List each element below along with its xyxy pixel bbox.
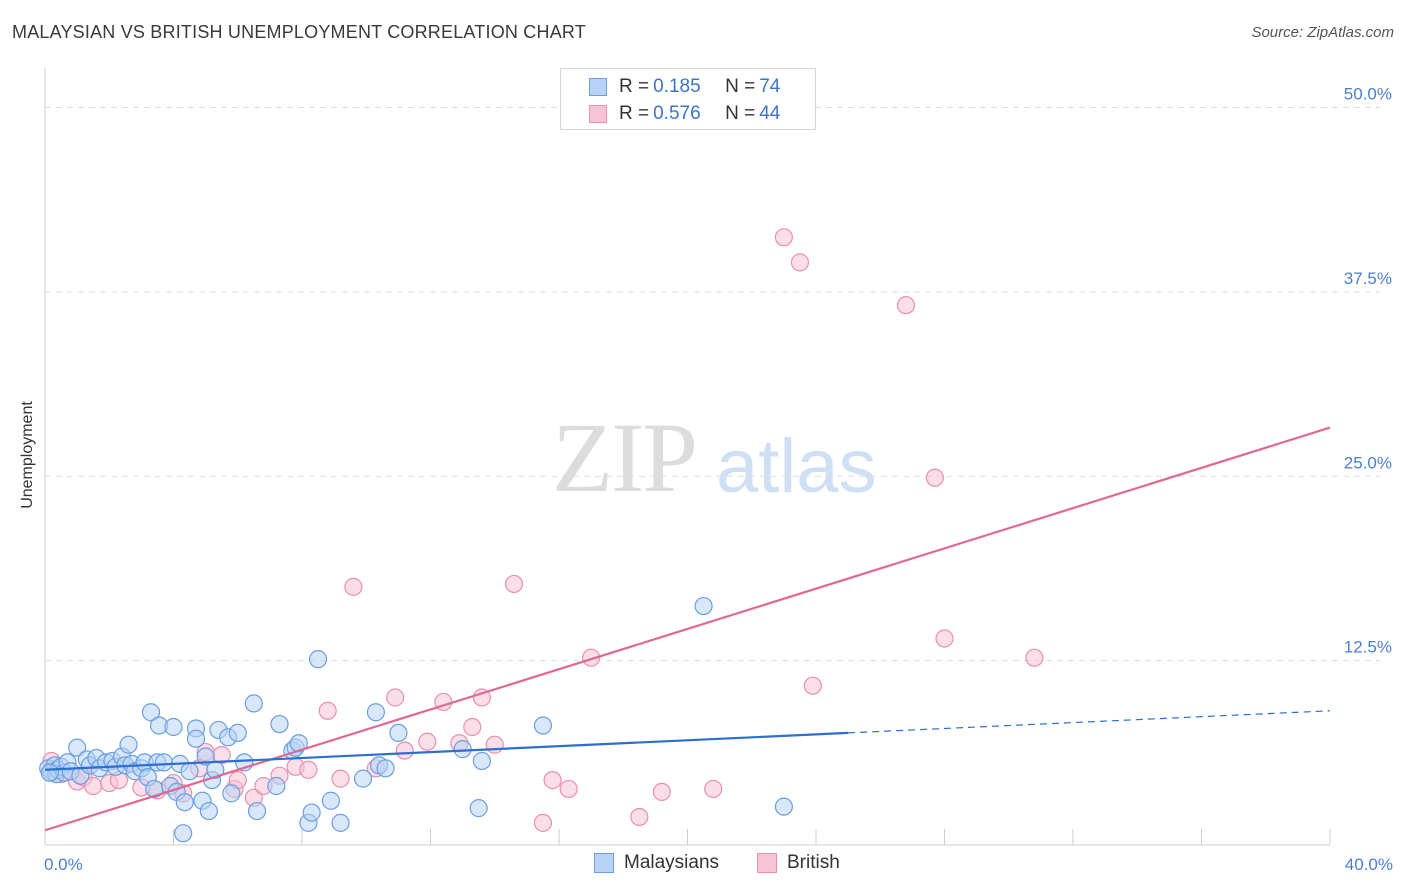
y-tick-label: 12.5% [1344,638,1392,657]
british-legend-swatch [757,853,777,873]
malaysians-legend-label: Malaysians [624,852,720,873]
x-tick-label: 40.0% [1345,855,1393,874]
british-point [418,732,437,751]
malaysians-point [68,738,87,757]
british-legend-label: British [787,852,840,873]
british-point [790,253,810,272]
legend-item-british[interactable]: British [757,852,840,874]
watermark-zip: ZIP [552,402,698,513]
british-point [582,648,601,667]
malaysians-point [175,793,194,812]
british-point [925,468,944,487]
malaysians-point [199,801,218,821]
malaysians-point [453,740,472,759]
malaysians-point [244,694,263,713]
series-legend: Malaysians British [0,852,1406,876]
british-point [559,779,578,799]
source-credit: Source: ZipAtlas.com [1251,24,1394,41]
legend-item-malaysians[interactable]: Malaysians [594,852,719,874]
british-point [533,813,553,832]
british-point [504,574,524,594]
malaysians-n-label: N = [725,76,756,97]
malaysians-point [186,729,206,748]
chart-title: MALAYSIAN VS BRITISH UNEMPLOYMENT CORREL… [12,22,586,42]
legend-row-british: R = 0.576 N = 44 [589,102,780,126]
british-point [386,688,405,707]
british-point [1025,648,1044,667]
malaysians-r-label: R = [619,76,650,97]
malaysians-point [141,703,161,722]
malaysians-point [40,763,59,782]
watermark-atlas: atlas [716,424,877,509]
british-point [344,577,363,596]
british-point [774,228,793,247]
malaysians-point [228,723,247,743]
malaysians-n-value: 74 [759,76,781,97]
british-r-label: R = [619,103,650,124]
malaysians-point [389,723,408,743]
x-tick-label: 0.0% [44,855,83,874]
british-n-value: 44 [759,103,781,124]
malaysians-point [119,735,138,754]
british-point [652,782,671,802]
malaysians-point [164,717,183,737]
british-point [803,676,822,695]
malaysians-point [270,714,289,734]
malaysians-swatch [589,78,607,96]
british-point [299,760,318,779]
british-point [543,770,562,790]
british-trend-line [44,426,1331,832]
british-point [318,701,337,720]
malaysians-trend-line [44,731,849,771]
correlation-legend: R = 0.185 N = 74 R = 0.576 N = 44 [560,68,816,130]
british-n-label: N = [725,103,756,124]
british-r-value: 0.576 [653,103,701,124]
y-tick-label: 50.0% [1344,85,1392,104]
malaysians-point [267,776,286,796]
malaysians-point [533,716,553,735]
malaysians-point [174,824,193,843]
british-point [485,735,504,754]
malaysians-trend-extension [848,710,1331,734]
malaysians-point [154,753,173,772]
malaysians-point [376,759,395,778]
british-point [704,779,723,799]
british-point [395,741,414,760]
malaysians-point [308,650,328,669]
malaysians-point [321,791,341,810]
british-swatch [589,105,607,123]
british-point [472,688,491,707]
british-point [331,769,350,788]
malaysians-point [472,751,491,771]
british-point [463,717,482,737]
british-point [896,296,916,315]
y-tick-label: 25.0% [1344,453,1392,472]
british-point [935,629,954,648]
malaysians-legend-swatch [594,853,614,873]
malaysians-r-value: 0.185 [653,76,701,97]
malaysians-point [469,799,488,818]
malaysians-point [694,596,713,616]
malaysians-point [353,769,373,788]
malaysians-point [247,801,267,821]
malaysians-point [331,813,350,832]
malaysians-point [302,803,321,822]
y-tick-label: 37.5% [1344,269,1392,288]
british-point [630,807,649,827]
legend-row-malaysians: R = 0.185 N = 74 [589,75,780,99]
malaysians-point [222,784,241,803]
malaysians-point [180,762,199,781]
malaysians-point [196,747,215,766]
malaysians-point [366,703,385,722]
malaysians-point [774,797,793,816]
